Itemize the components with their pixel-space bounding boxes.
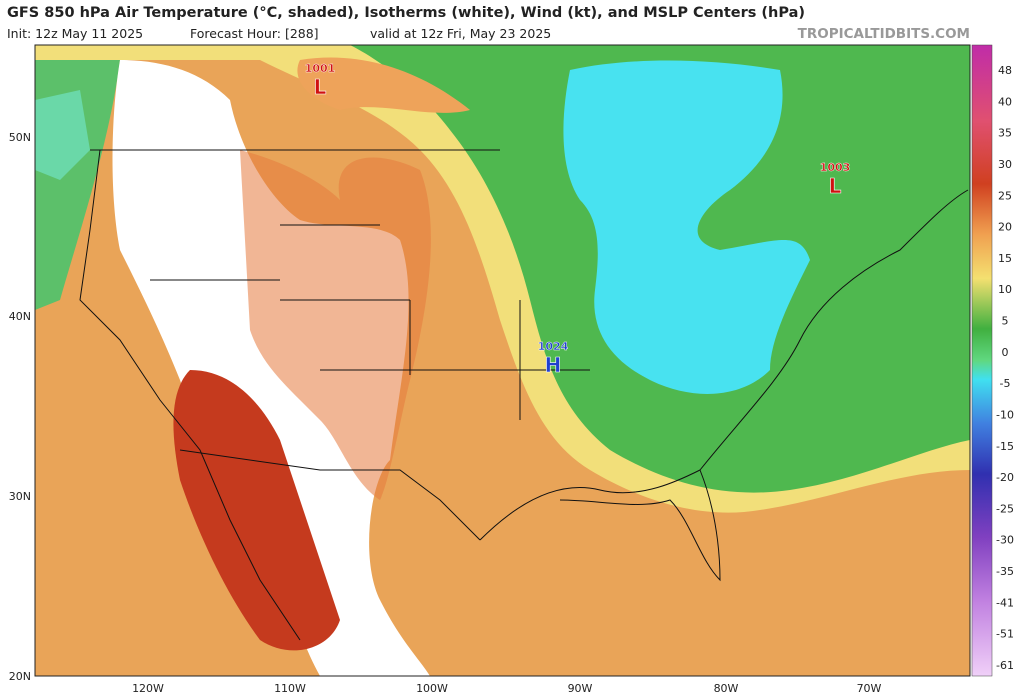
longitude-label: 70W bbox=[857, 682, 882, 695]
colorbar-label: 35 bbox=[998, 127, 1012, 140]
colorbar-label: 10 bbox=[998, 283, 1012, 296]
hot-mexico bbox=[173, 370, 340, 651]
colorbar-label: -51 bbox=[996, 628, 1014, 641]
valid-time: valid at 12z Fri, May 23 2025 bbox=[370, 26, 551, 41]
pressure-symbol: L bbox=[314, 75, 327, 99]
colorbar-label: 15 bbox=[998, 252, 1012, 265]
colorbar-label: -61 bbox=[996, 659, 1014, 672]
pressure-symbol: H bbox=[545, 353, 562, 377]
colorbar-label: 48 bbox=[998, 64, 1012, 77]
colorbar-label: 25 bbox=[998, 189, 1012, 202]
latitude-label: 20N bbox=[9, 670, 31, 683]
pressure-value: 1003 bbox=[820, 161, 851, 174]
forecast-hour: Forecast Hour: [288] bbox=[190, 26, 319, 41]
colorbar-label: -10 bbox=[996, 408, 1014, 421]
colorbar-label: -20 bbox=[996, 471, 1014, 484]
colorbar-label: -15 bbox=[996, 440, 1014, 453]
pressure-value: 1024 bbox=[538, 340, 569, 353]
hot-plains bbox=[240, 150, 431, 500]
colorbar-label: 0 bbox=[1002, 346, 1009, 359]
pressure-symbol: L bbox=[829, 174, 842, 198]
longitude-label: 80W bbox=[714, 682, 739, 695]
map-frame bbox=[34, 44, 971, 677]
colorbar-label: -5 bbox=[1000, 377, 1011, 390]
colorbar-label: -41 bbox=[996, 596, 1014, 609]
cool-coast bbox=[35, 90, 90, 180]
map bbox=[35, 45, 970, 676]
colorbar-label: 30 bbox=[998, 158, 1012, 171]
longitude-label: 100W bbox=[416, 682, 448, 695]
longitude-label: 90W bbox=[568, 682, 593, 695]
watermark: TROPICALTIDBITS.COM bbox=[798, 26, 970, 42]
colorbar-label: -30 bbox=[996, 534, 1014, 547]
init-time: Init: 12z May 11 2025 bbox=[7, 26, 143, 41]
colorbar-label: -35 bbox=[996, 565, 1014, 578]
latitude-label: 40N bbox=[9, 310, 31, 323]
colorbar-label: -25 bbox=[996, 502, 1014, 515]
boundaries bbox=[79, 149, 969, 641]
title: GFS 850 hPa Air Temperature (°C, shaded)… bbox=[7, 5, 805, 21]
longitude-label: 110W bbox=[274, 682, 306, 695]
colorbar-label: 5 bbox=[1002, 315, 1009, 328]
latitude-label: 50N bbox=[9, 131, 31, 144]
pressure-value: 1001 bbox=[305, 62, 336, 75]
cold-pool bbox=[563, 60, 810, 394]
colorbar-label: 20 bbox=[998, 221, 1012, 234]
colorbar-label: 40 bbox=[998, 95, 1012, 108]
colorbar bbox=[971, 44, 993, 677]
warm-north bbox=[297, 57, 470, 113]
latitude-label: 30N bbox=[9, 490, 31, 503]
labels: 50N 40N 30N 20N 120W 110W 100W 90W 80W 70W 48 40 35 3… bbox=[9, 62, 1014, 695]
longitude-label: 120W bbox=[132, 682, 164, 695]
